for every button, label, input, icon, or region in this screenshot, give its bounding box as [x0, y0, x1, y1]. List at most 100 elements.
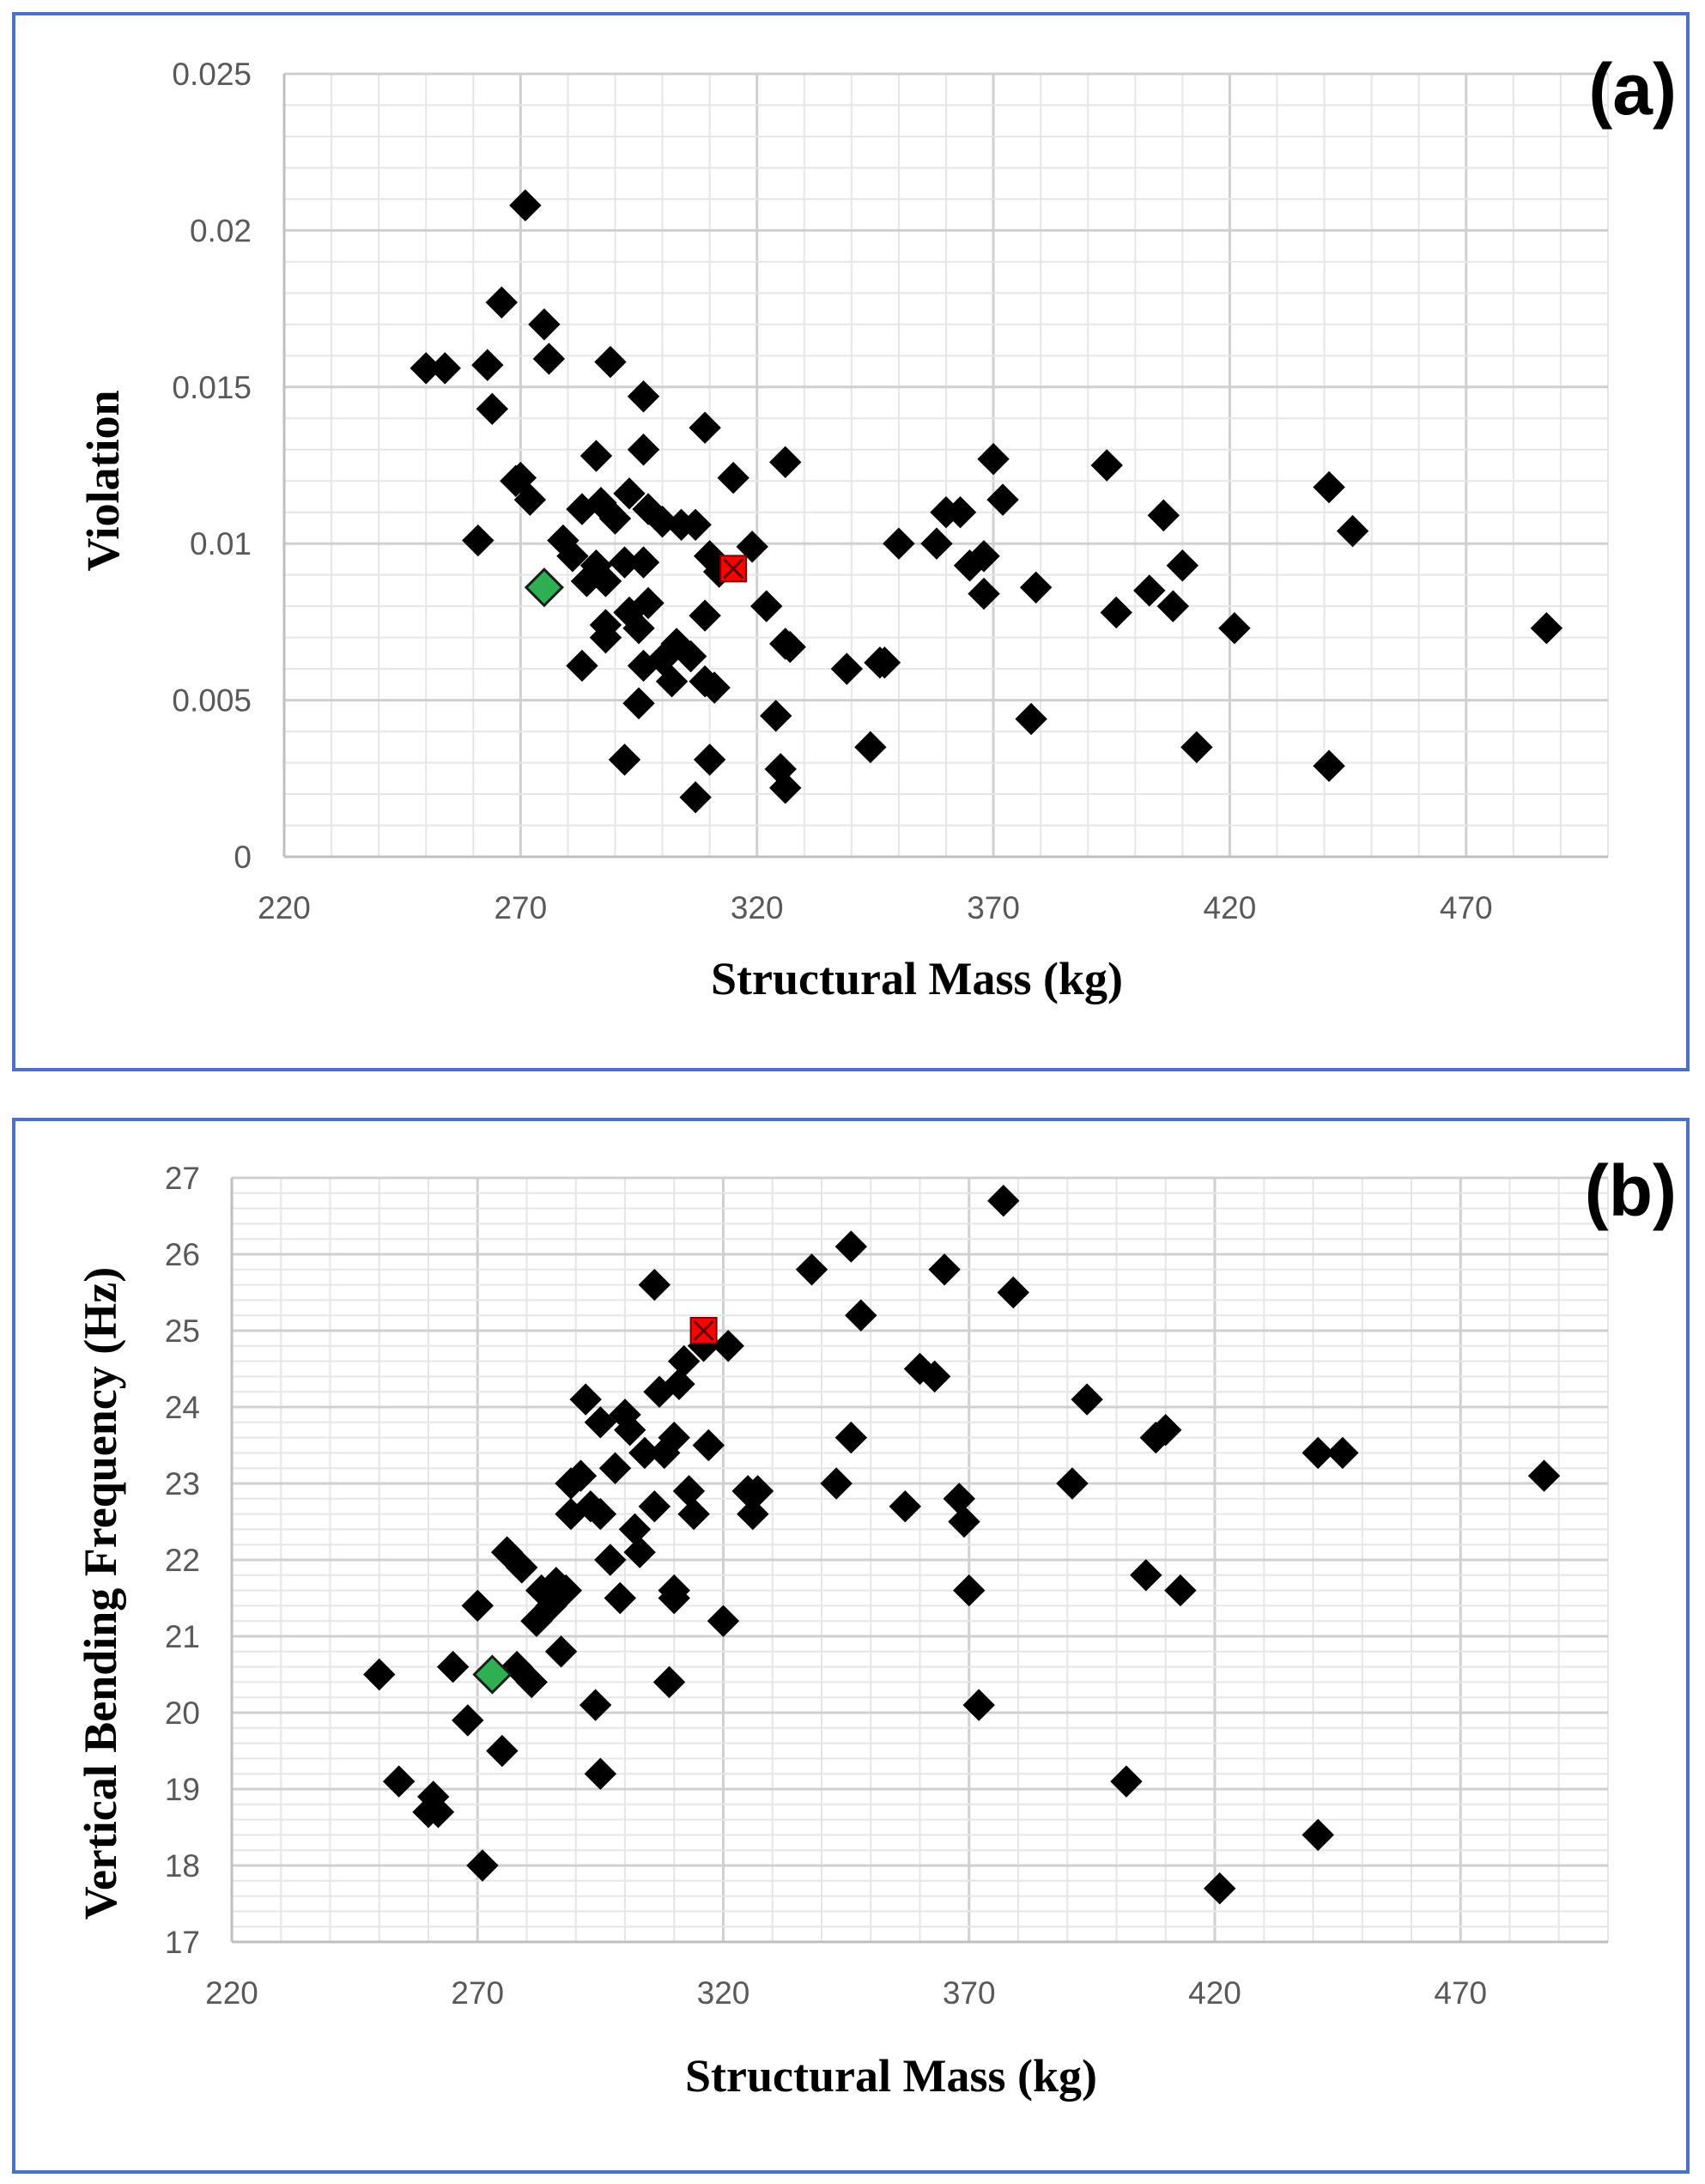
data-point: [868, 646, 901, 679]
data-point: [556, 540, 589, 573]
data-point: [760, 700, 792, 732]
data-point: [1326, 1436, 1359, 1470]
data-point: [485, 286, 519, 319]
data-point: [679, 508, 712, 542]
data-point: [613, 477, 646, 510]
data-point: [608, 743, 641, 776]
data-point: [504, 461, 537, 494]
data-point: [717, 461, 749, 494]
data-point: [977, 442, 1010, 476]
data-point: [1164, 1574, 1197, 1607]
data-point: [363, 1658, 396, 1691]
axes-b: [230, 1178, 1608, 1944]
data-point: [1180, 731, 1213, 764]
data-point: [461, 1589, 494, 1623]
data-point: [515, 1665, 548, 1699]
data-point: [1302, 1818, 1334, 1852]
data-point: [679, 780, 712, 814]
data-point: [889, 1489, 922, 1523]
chart-a: 220 270 320 370 420 470 0 0.005 0.01 0.015 0.02 0.0…: [77, 49, 1677, 1004]
x-axis-title-a: Structural Mass (kg): [711, 953, 1123, 1004]
grid-a: [282, 72, 1609, 858]
data-point: [1313, 749, 1345, 782]
data-point: [920, 527, 953, 560]
data-point: [962, 1689, 995, 1721]
data-point: [528, 308, 561, 341]
best-design-point: [524, 567, 565, 608]
data-point: [953, 1574, 986, 1607]
points-a: [410, 189, 1563, 814]
y-tick-label: 20: [165, 1696, 200, 1731]
data-point: [1056, 1467, 1089, 1500]
data-point: [579, 440, 613, 472]
data-point: [1156, 590, 1190, 622]
y-tick-label: 25: [165, 1313, 200, 1349]
data-point: [471, 349, 504, 381]
data-point: [834, 1421, 868, 1454]
y-tick-label: 0.005: [172, 683, 252, 719]
x-tick-label: 220: [205, 1975, 258, 2011]
y-tick-label: 18: [165, 1848, 200, 1884]
data-point: [948, 1505, 980, 1538]
data-point: [584, 1757, 617, 1790]
data-point: [422, 1795, 455, 1829]
data-point: [436, 1650, 470, 1684]
data-point: [795, 1253, 828, 1286]
data-point: [854, 731, 887, 764]
data-point: [1090, 449, 1123, 482]
data-point: [584, 1406, 617, 1439]
grid-b: [230, 1176, 1609, 1944]
data-point: [623, 1536, 656, 1568]
chart-panel-b: 220 270 320 370 420 470 17 18 19 20 21 22 23 24 25 26 27…: [12, 1118, 1690, 2174]
data-point: [622, 611, 655, 645]
data-point: [736, 531, 768, 563]
data-point: [594, 345, 627, 379]
data-point: [1302, 1436, 1334, 1470]
data-point: [604, 1581, 636, 1615]
reference-design-point: [719, 555, 748, 583]
y-axis-title-b: Vertical Bending Frequency (Hz): [75, 1267, 126, 1920]
data-point: [1100, 596, 1132, 629]
panel-label-b: (b): [1585, 1150, 1677, 1231]
x-tick-label: 420: [1204, 890, 1257, 925]
x-tick-label: 370: [943, 1975, 996, 2011]
data-point: [589, 621, 622, 654]
data-point: [1166, 549, 1199, 582]
y-tick-label: 23: [165, 1466, 200, 1502]
data-point: [737, 1497, 769, 1531]
data-point: [618, 1513, 652, 1546]
y-tick-label: 21: [165, 1619, 200, 1654]
data-point: [476, 392, 509, 426]
data-point: [486, 1734, 519, 1768]
data-point: [918, 1360, 951, 1393]
x-tick-label: 420: [1188, 1975, 1241, 2011]
y-tick-label: 27: [165, 1161, 200, 1196]
points-b: [363, 1184, 1561, 1905]
x-tick-label: 270: [494, 890, 547, 925]
data-point: [638, 1268, 671, 1301]
data-point: [997, 1276, 1029, 1309]
data-point: [830, 652, 864, 685]
data-point: [569, 1383, 602, 1416]
data-point: [845, 1299, 877, 1332]
data-point: [655, 665, 689, 698]
x-tick-label: 320: [731, 890, 784, 925]
chart-panel-a: 220 270 320 370 420 470 0 0.005 0.01 0.015 0.02 0.0…: [12, 12, 1690, 1071]
y-tick-label: 19: [165, 1772, 200, 1807]
data-point: [674, 640, 707, 673]
data-point: [462, 524, 495, 557]
y-tick-label: 0.01: [190, 526, 252, 561]
data-point: [1147, 499, 1180, 532]
data-point: [598, 1452, 632, 1484]
data-point: [672, 1475, 706, 1508]
data-point: [741, 1475, 774, 1508]
data-point: [667, 1344, 701, 1378]
data-point: [598, 502, 632, 535]
data-point: [1313, 470, 1345, 504]
x-tick-label: 470: [1434, 1975, 1487, 2011]
x-tick-label: 220: [258, 890, 311, 925]
data-point: [382, 1765, 416, 1798]
x-tick-label: 270: [451, 1975, 504, 2011]
data-point: [1019, 571, 1053, 604]
data-point: [944, 496, 977, 529]
